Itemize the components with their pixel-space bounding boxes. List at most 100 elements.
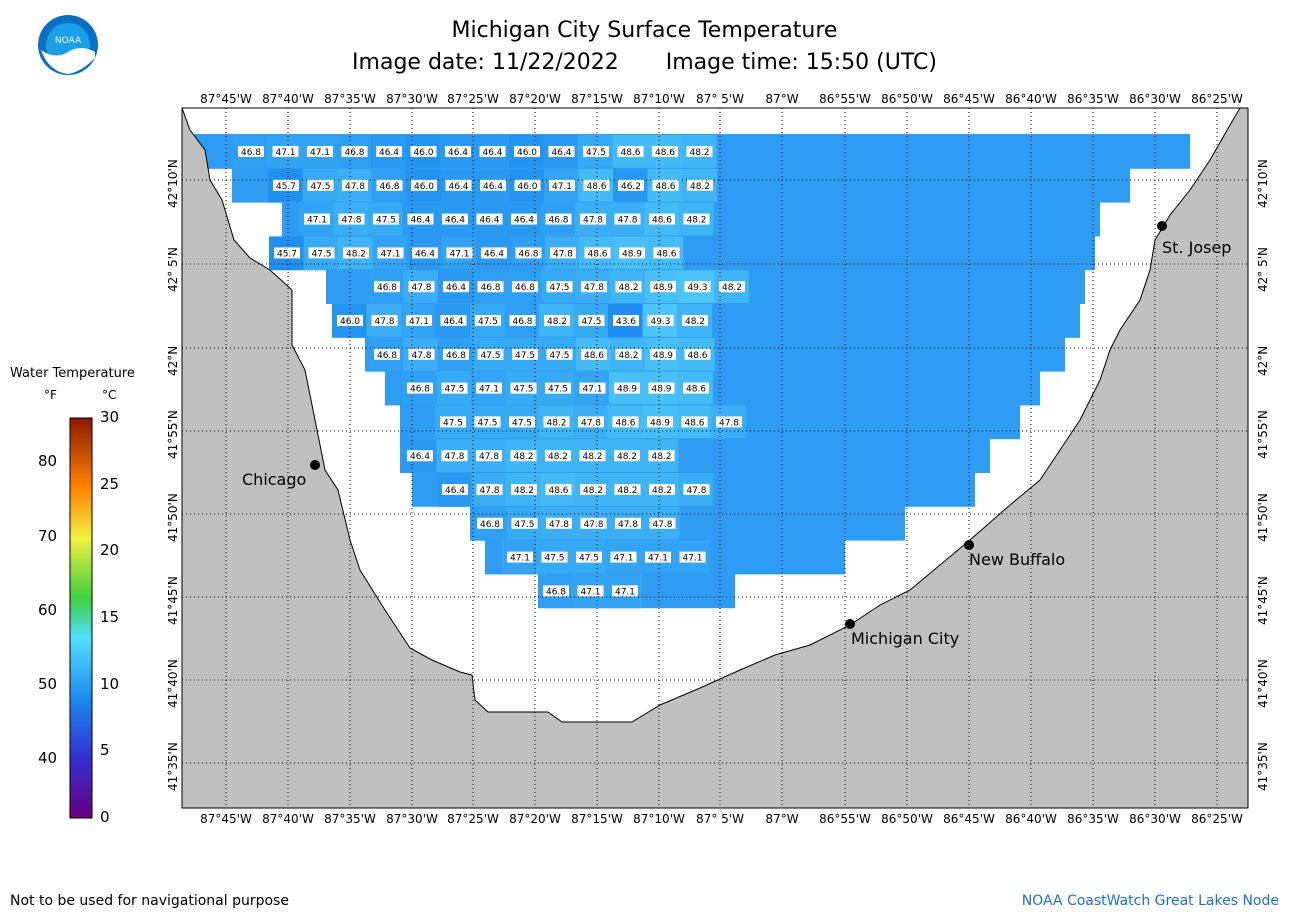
- temperature-label-bg: [373, 213, 399, 225]
- temperature-label: 48.2: [652, 486, 672, 496]
- lon-label: 86°40'W: [1005, 812, 1057, 826]
- temperature-label-bg: [716, 416, 742, 428]
- temperature-label-bg: [619, 247, 645, 259]
- temperature-label-bg: [308, 247, 335, 259]
- temperature-label: 47.5: [376, 216, 396, 226]
- temperature-label: 46.8: [344, 148, 364, 158]
- temperature-label: 46.4: [484, 249, 504, 259]
- lon-label: 87° 5'W: [696, 812, 744, 826]
- temperature-label: 47.1: [648, 554, 668, 564]
- legend-c-tick: 15: [100, 608, 120, 626]
- temperature-label: 46.8: [377, 351, 397, 361]
- temperature-label-bg: [578, 416, 604, 428]
- temperature-label: 46.4: [514, 216, 534, 226]
- temperature-label-bg: [511, 213, 537, 225]
- temperature-label-bg: [581, 281, 607, 293]
- temperature-label: 47.5: [515, 351, 535, 361]
- temperature-label-bg: [515, 247, 542, 259]
- temperature-label-bg: [443, 281, 469, 293]
- lat-label: 41°35'N: [1256, 742, 1270, 791]
- temperature-label-bg: [440, 416, 466, 428]
- temperature-label-bg: [613, 315, 639, 326]
- temperature-label-bg: [583, 146, 609, 157]
- temperature-label: 48.9: [622, 249, 642, 259]
- temperature-label-bg: [511, 484, 537, 495]
- temperature-label-bg: [406, 315, 432, 326]
- temperature-label: 47.8: [581, 418, 601, 428]
- lon-label: 87° 5'W: [696, 92, 744, 106]
- temperature-label-bg: [684, 281, 711, 293]
- land-west: [181, 107, 1249, 809]
- temperature-label-bg: [476, 450, 502, 462]
- temperature-labels: 46.8 47.1 47.1 46.8 46.4 46.0 46.4 46.4 46.0 46.4…: [238, 146, 745, 597]
- legend-unit-c: °C: [102, 388, 117, 402]
- temperature-label: 48.2: [346, 249, 366, 259]
- temperature-label-bg: [683, 484, 710, 495]
- temperature-label-bg: [407, 450, 433, 462]
- temperature-label: 47.5: [513, 385, 533, 395]
- temperature-label: 47.8: [374, 317, 394, 327]
- temperature-label-bg: [272, 146, 299, 157]
- city-label-st-joseph: St. Josep: [1162, 238, 1232, 257]
- temperature-label-bg: [649, 213, 675, 225]
- temperature-label: 47.5: [549, 351, 569, 361]
- lat-label: 42° 5'N: [166, 247, 180, 292]
- temperature-label-bg: [617, 146, 644, 157]
- map-frame: [181, 107, 1249, 809]
- temperature-label-bg: [514, 146, 540, 157]
- temperature-label: 46.4: [445, 216, 465, 226]
- temperature-label-bg: [577, 585, 604, 597]
- temperature-label: 46.8: [480, 520, 500, 530]
- lat-label: 42°10'N: [166, 159, 180, 208]
- temperature-label-bg: [441, 450, 468, 462]
- temperature-label: 48.2: [513, 452, 533, 462]
- temperature-label: 48.6: [656, 249, 676, 259]
- temperature-label-bg: [612, 585, 638, 597]
- temperature-label-bg: [615, 348, 642, 360]
- temperature-label-bg: [652, 146, 678, 157]
- lat-label: 41°50'N: [1256, 493, 1270, 542]
- temperature-label-bg: [274, 247, 300, 259]
- temperature-label: 48.2: [514, 486, 534, 496]
- image-date: Image date: 11/22/2022: [352, 50, 619, 75]
- temperature-label-bg: [649, 484, 675, 495]
- lon-label: 87°20'W: [509, 812, 561, 826]
- temperature-label-bg: [445, 146, 471, 157]
- temperature-label: 48.6: [586, 182, 606, 192]
- image-time: Image time: 15:50 (UTC): [665, 50, 937, 75]
- temperature-label: 46.8: [546, 587, 566, 597]
- temperature-label: 49.3: [687, 283, 707, 293]
- temperature-label-bg: [584, 247, 611, 259]
- legend-c-tick: 0: [100, 808, 110, 826]
- legend-unit-f: °F: [44, 388, 57, 402]
- temperature-label: 47.1: [307, 216, 327, 226]
- temperature-label: 46.8: [515, 283, 535, 293]
- temperature-label-bg: [443, 348, 469, 360]
- lat-label: 42°N: [166, 345, 180, 376]
- city-label-new-buffalo: New Buffalo: [969, 550, 1066, 569]
- legend-f-tick: 80: [38, 452, 58, 471]
- temperature-label: 47.8: [549, 520, 569, 530]
- temperature-label: 47.1: [552, 182, 572, 192]
- temperature-label: 48.9: [650, 418, 670, 428]
- temperature-label-bg: [684, 348, 711, 360]
- temperature-label-bg: [686, 146, 713, 157]
- temperature-label-bg: [653, 247, 680, 259]
- temperature-label: 46.4: [483, 182, 503, 192]
- temperature-label: 48.6: [587, 249, 607, 259]
- temperature-label: 48.2: [651, 452, 671, 462]
- legend-f-tick: 60: [38, 600, 58, 619]
- temperature-label: 47.1: [580, 587, 600, 597]
- temperature-label: 47.1: [409, 317, 429, 327]
- logo-lettering: NOAA: [55, 36, 82, 46]
- temperature-label-bg: [510, 382, 537, 394]
- legend-f-tick: 70: [38, 526, 58, 545]
- lat-label: 41°55'N: [1256, 410, 1270, 459]
- temperature-label-bg: [374, 281, 400, 293]
- lat-label: 42°N: [1256, 345, 1270, 376]
- temperature-label: 47.1: [449, 249, 469, 259]
- temperature-label: 48.6: [684, 418, 704, 428]
- temperature-label-bg: [477, 348, 504, 360]
- image-timestamp: Image date: 11/22/2022 Image time: 15:50…: [0, 50, 1289, 75]
- lat-label: 41°45'N: [1256, 576, 1270, 625]
